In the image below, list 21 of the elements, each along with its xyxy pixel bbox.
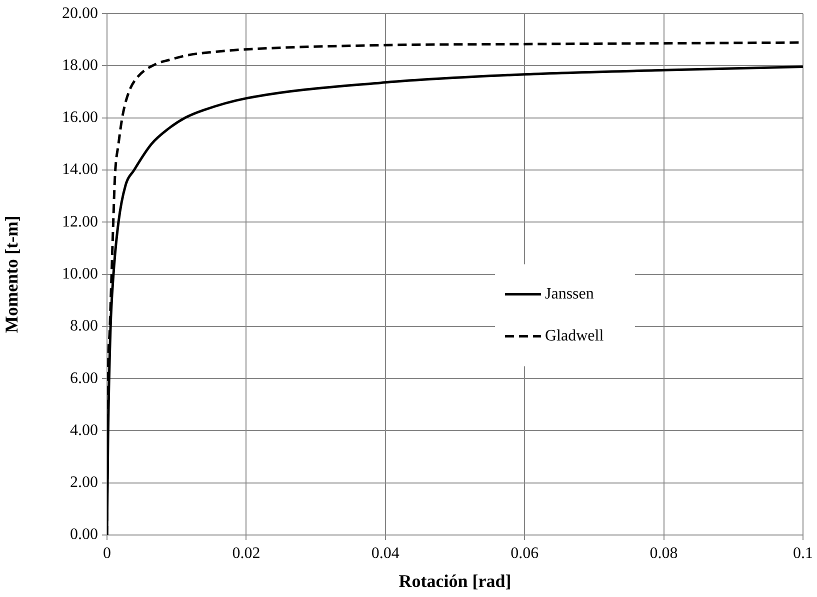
x-tick-label: 0.02 [232, 544, 260, 562]
x-axis-title: Rotación [rad] [398, 570, 512, 591]
x-tick-label: 0.06 [510, 544, 539, 562]
y-tick-label: 10.00 [62, 266, 98, 283]
y-tick-label: 14.00 [62, 161, 98, 178]
y-tick-label: 8.00 [70, 318, 98, 335]
x-tick-label: 0 [103, 544, 111, 562]
y-tick-label: 20.00 [62, 4, 98, 22]
y-tick-label: 16.00 [62, 109, 98, 126]
x-tick-label: 0.04 [371, 544, 400, 562]
y-tick-label: 12.00 [62, 213, 98, 230]
legend-label: Gladwell [545, 328, 604, 345]
y-tick-label: 4.00 [70, 422, 98, 439]
y-axis-title: Momento [t-m] [1, 216, 22, 334]
y-tick-label: 18.00 [62, 56, 98, 74]
legend-label: Janssen [545, 286, 594, 303]
y-tick-label: 6.00 [70, 370, 98, 387]
x-tick-label: 0.08 [650, 544, 678, 562]
y-tick-label: 0.00 [70, 526, 98, 544]
y-tick-label: 2.00 [70, 474, 98, 492]
x-tick-label: 0.1 [793, 544, 813, 562]
